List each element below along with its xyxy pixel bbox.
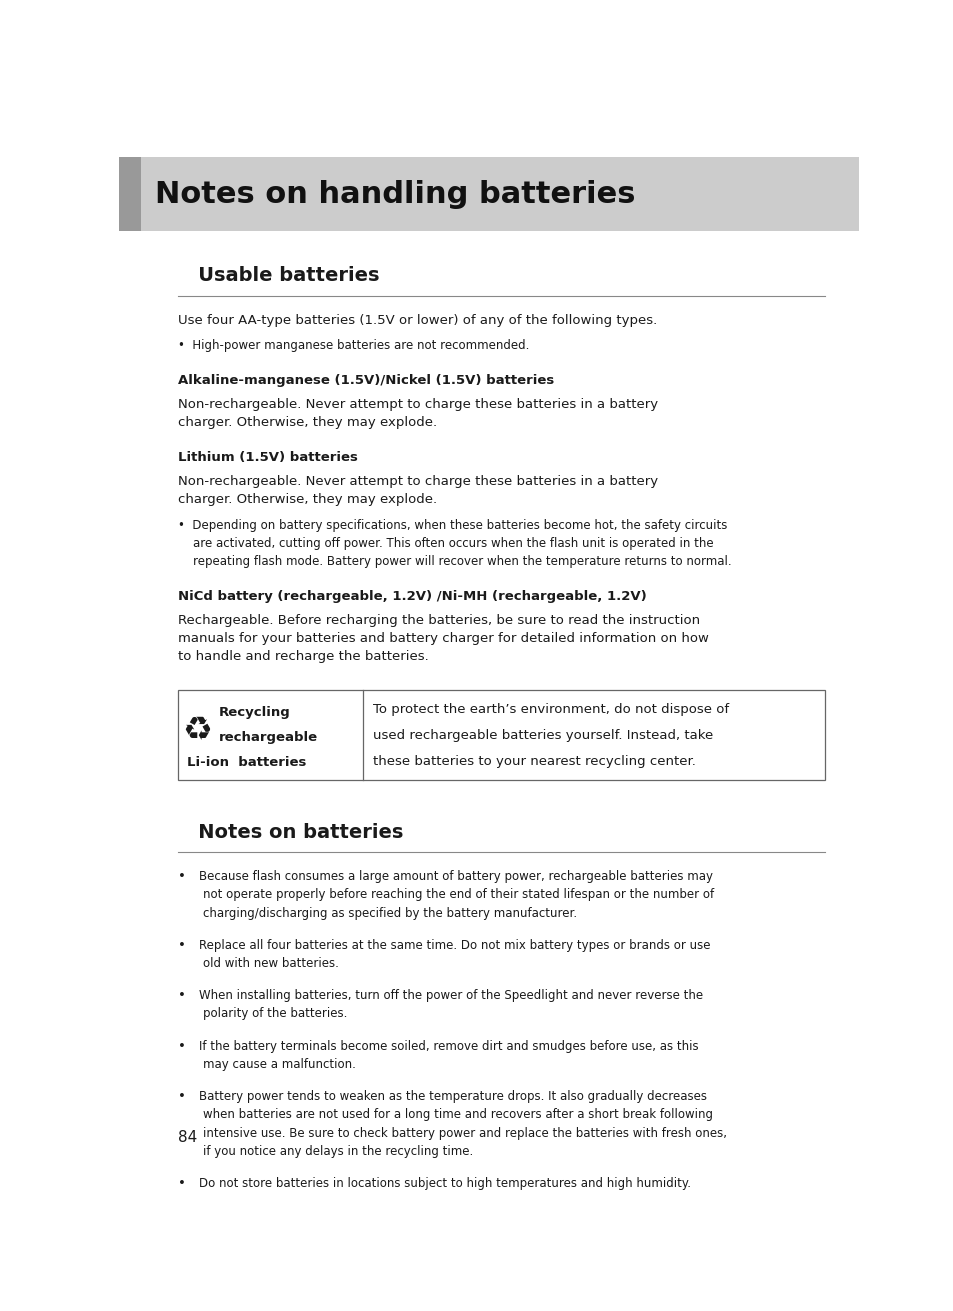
Text: Non-rechargeable. Never attempt to charge these batteries in a battery: Non-rechargeable. Never attempt to charg… xyxy=(178,399,658,410)
Text: •: • xyxy=(178,871,186,884)
Text: rechargeable: rechargeable xyxy=(219,732,318,745)
Text: •: • xyxy=(178,1177,186,1190)
Text: Because flash consumes a large amount of battery power, rechargeable batteries m: Because flash consumes a large amount of… xyxy=(199,871,712,884)
Text: To protect the earth’s environment, do not dispose of: To protect the earth’s environment, do n… xyxy=(373,703,728,716)
Text: may cause a malfunction.: may cause a malfunction. xyxy=(203,1058,355,1071)
Text: Recycling: Recycling xyxy=(219,705,291,718)
Text: •: • xyxy=(178,990,186,1003)
Text: Battery power tends to weaken as the temperature drops. It also gradually decrea: Battery power tends to weaken as the tem… xyxy=(199,1091,706,1104)
Text: if you notice any delays in the recycling time.: if you notice any delays in the recyclin… xyxy=(203,1145,473,1158)
Text: are activated, cutting off power. This often occurs when the flash unit is opera: are activated, cutting off power. This o… xyxy=(178,536,713,549)
Bar xyxy=(119,157,141,231)
Text: used rechargeable batteries yourself. Instead, take: used rechargeable batteries yourself. In… xyxy=(373,729,713,742)
Text: •: • xyxy=(178,1040,186,1053)
Text: polarity of the batteries.: polarity of the batteries. xyxy=(203,1007,347,1020)
Bar xyxy=(119,157,858,231)
Text: •: • xyxy=(178,939,186,952)
Text: NiCd battery (rechargeable, 1.2V) /Ni-MH (rechargeable, 1.2V): NiCd battery (rechargeable, 1.2V) /Ni-MH… xyxy=(178,590,646,603)
Bar xyxy=(178,690,824,780)
Text: •  High-power manganese batteries are not recommended.: • High-power manganese batteries are not… xyxy=(178,340,529,353)
Text: charger. Otherwise, they may explode.: charger. Otherwise, they may explode. xyxy=(178,493,437,506)
Text: Li-ion  batteries: Li-ion batteries xyxy=(187,756,306,770)
Text: Do not store batteries in locations subject to high temperatures and high humidi: Do not store batteries in locations subj… xyxy=(199,1177,690,1190)
Text: If the battery terminals become soiled, remove dirt and smudges before use, as t: If the battery terminals become soiled, … xyxy=(199,1040,698,1053)
Text: Non-rechargeable. Never attempt to charge these batteries in a battery: Non-rechargeable. Never attempt to charg… xyxy=(178,475,658,488)
Text: Rechargeable. Before recharging the batteries, be sure to read the instruction: Rechargeable. Before recharging the batt… xyxy=(178,614,700,627)
Text: to handle and recharge the batteries.: to handle and recharge the batteries. xyxy=(178,650,429,663)
Text: Lithium (1.5V) batteries: Lithium (1.5V) batteries xyxy=(178,451,358,464)
Text: charger. Otherwise, they may explode.: charger. Otherwise, they may explode. xyxy=(178,416,437,429)
Text: ♻: ♻ xyxy=(182,714,212,747)
Text: intensive use. Be sure to check battery power and replace the batteries with fre: intensive use. Be sure to check battery … xyxy=(203,1126,726,1139)
Text: Use four AA-type batteries (1.5V or lower) of any of the following types.: Use four AA-type batteries (1.5V or lowe… xyxy=(178,313,657,326)
Text: Replace all four batteries at the same time. Do not mix battery types or brands : Replace all four batteries at the same t… xyxy=(199,939,710,952)
Text: Notes on handling batteries: Notes on handling batteries xyxy=(154,180,635,208)
Text: repeating flash mode. Battery power will recover when the temperature returns to: repeating flash mode. Battery power will… xyxy=(178,555,731,568)
Text: 84: 84 xyxy=(178,1130,197,1145)
Text: old with new batteries.: old with new batteries. xyxy=(203,957,338,970)
Text: Alkaline-manganese (1.5V)/Nickel (1.5V) batteries: Alkaline-manganese (1.5V)/Nickel (1.5V) … xyxy=(178,374,554,387)
Text: manuals for your batteries and battery charger for detailed information on how: manuals for your batteries and battery c… xyxy=(178,632,708,645)
Text: Usable batteries: Usable batteries xyxy=(178,266,379,286)
Text: Notes on batteries: Notes on batteries xyxy=(178,823,403,842)
Text: When installing batteries, turn off the power of the Speedlight and never revers: When installing batteries, turn off the … xyxy=(199,990,702,1003)
Text: these batteries to your nearest recycling center.: these batteries to your nearest recyclin… xyxy=(373,755,696,768)
Text: •  Depending on battery specifications, when these batteries become hot, the saf: • Depending on battery specifications, w… xyxy=(178,519,727,531)
Text: •: • xyxy=(178,1091,186,1104)
Text: charging/discharging as specified by the battery manufacturer.: charging/discharging as specified by the… xyxy=(203,906,577,919)
Text: not operate properly before reaching the end of their stated lifespan or the num: not operate properly before reaching the… xyxy=(203,889,713,902)
Text: when batteries are not used for a long time and recovers after a short break fol: when batteries are not used for a long t… xyxy=(203,1108,712,1121)
